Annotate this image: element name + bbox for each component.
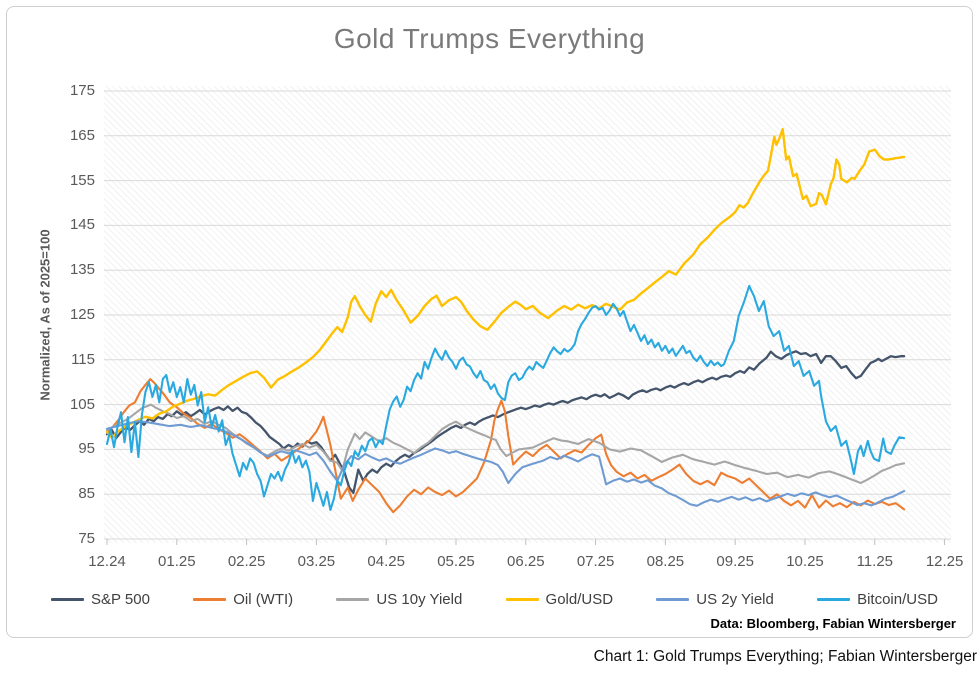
x-tick-label: 09.25 <box>716 553 754 570</box>
legend-swatch <box>336 598 370 601</box>
source-note: Data: Bloomberg, Fabian Wintersberger <box>710 616 956 631</box>
chart-canvas <box>104 90 951 545</box>
legend-label: Oil (WTI) <box>233 591 294 608</box>
legend-item-gold-usd: Gold/USD <box>505 591 614 608</box>
y-tick-label: 115 <box>71 350 95 368</box>
legend-item-s-p-500: S&P 500 <box>51 591 150 608</box>
series-line-gold-usd <box>105 127 906 439</box>
chart-frame: Gold Trumps Everything Normalized, As of… <box>6 6 973 638</box>
x-tick-label: 03.25 <box>297 553 336 570</box>
x-tick-label: 07.25 <box>576 553 615 570</box>
legend-item-oil-wti-: Oil (WTI) <box>193 591 293 608</box>
legend-swatch <box>817 598 851 601</box>
y-tick-label: 125 <box>69 306 95 323</box>
y-tick-label: 75 <box>78 530 95 547</box>
y-tick-label: 95 <box>78 440 95 458</box>
y-tick-label: 145 <box>69 216 95 234</box>
x-tick-label: 05.25 <box>437 553 475 570</box>
x-tick-label: 08.25 <box>646 553 685 570</box>
series-line-s-p-500 <box>105 350 906 495</box>
series-line-bitcoin-usd <box>105 284 906 511</box>
x-tick-label: 11.25 <box>856 553 894 570</box>
x-tick-label: 02.25 <box>227 553 266 570</box>
legend-swatch <box>193 598 227 601</box>
y-tick-label: 155 <box>69 171 95 189</box>
x-tick-label: 01.25 <box>158 553 196 570</box>
caption: Chart 1: Gold Trumps Everything; Fabian … <box>593 648 977 665</box>
chart-title: Gold Trumps Everything <box>333 23 646 54</box>
legend: S&P 500 Oil (WTI) US 10y Yield Gold/USD US 2… <box>51 591 938 608</box>
legend-label: Gold/USD <box>545 591 614 608</box>
y-tick-label: 135 <box>69 261 95 279</box>
legend-swatch <box>51 598 84 601</box>
legend-swatch <box>505 598 539 601</box>
legend-label: S&P 500 <box>91 591 150 608</box>
x-tick-label: 10.25 <box>786 553 824 570</box>
y-tick-label: 105 <box>69 395 95 413</box>
legend-item-bitcoin-usd: Bitcoin/USD <box>817 591 938 608</box>
legend-label: Bitcoin/USD <box>857 591 938 608</box>
series-line-us-10y-yield <box>105 403 906 485</box>
y-tick-label: 165 <box>69 126 95 144</box>
x-tick-label: 06.25 <box>507 553 545 570</box>
x-tick-label: 12.24 <box>88 553 126 570</box>
x-tick-label: 12.25 <box>925 553 964 570</box>
legend-label: US 2y Yield <box>696 591 774 608</box>
x-tick-label: 04.25 <box>367 553 405 570</box>
y-tick-label: 85 <box>78 485 95 503</box>
series-line-us-2y-yield <box>105 420 906 507</box>
legend-item-us-10y-yield: US 10y Yield <box>336 591 462 608</box>
legend-swatch <box>656 598 690 601</box>
y-tick-label: 175 <box>69 82 95 99</box>
legend-label: US 10y Yield <box>376 591 463 608</box>
legend-item-us-2y-yield: US 2y Yield <box>656 591 774 608</box>
